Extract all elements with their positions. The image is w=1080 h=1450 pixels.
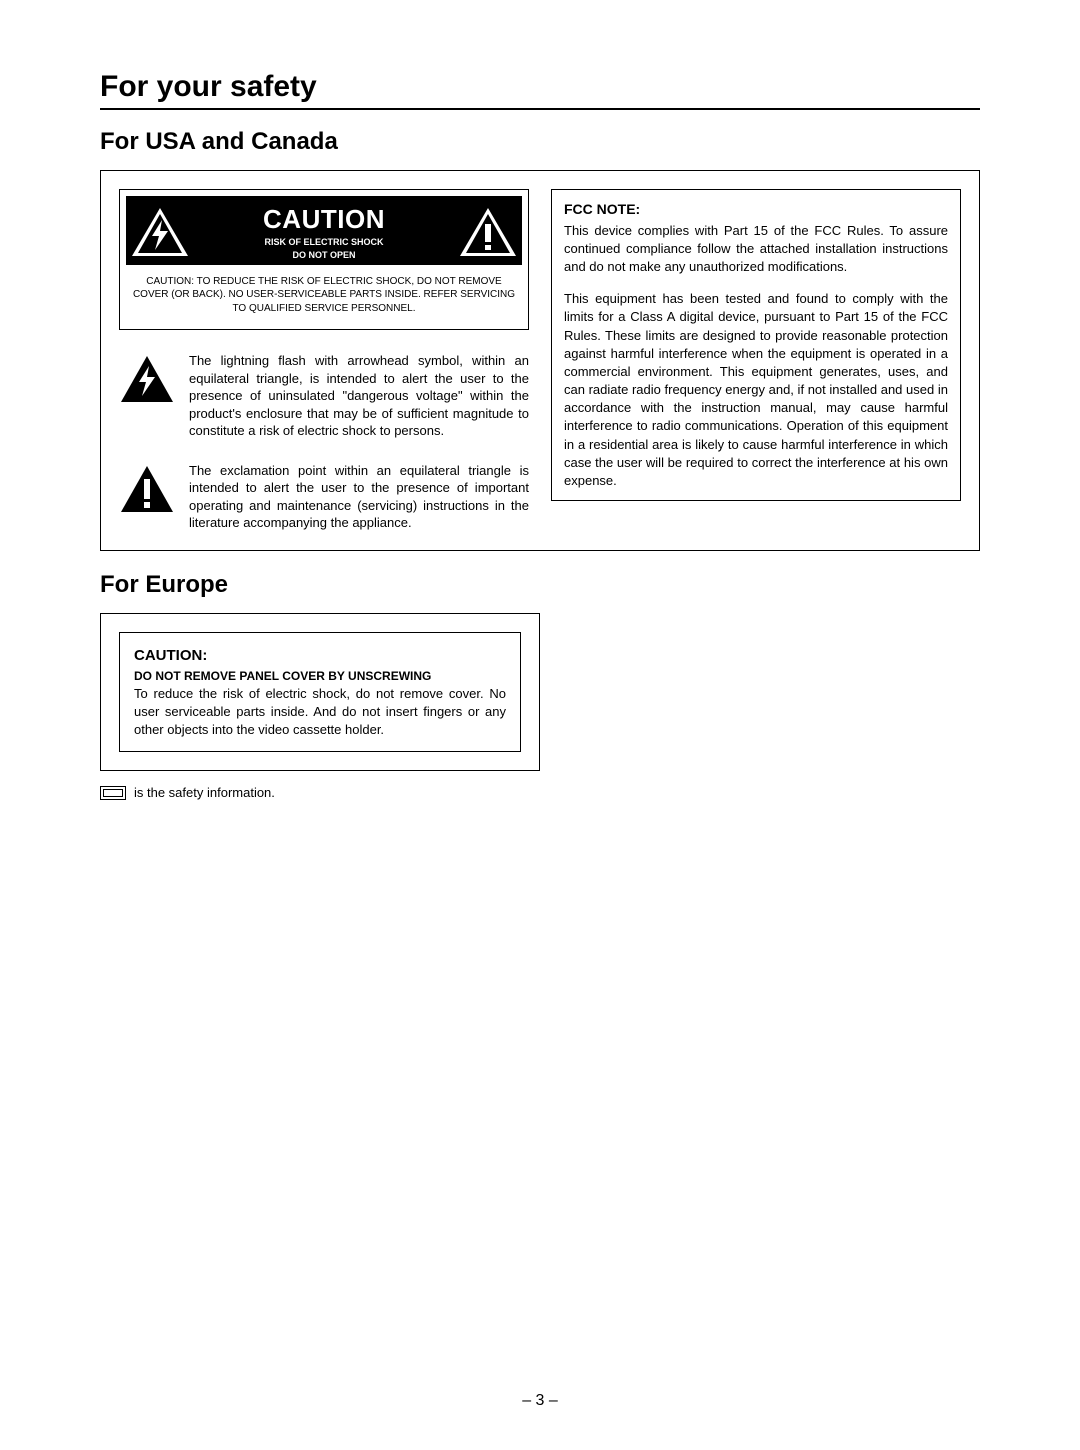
fcc-paragraph-2: This equipment has been tested and found… — [564, 290, 948, 490]
fcc-paragraph-1: This device complies with Part 15 of the… — [564, 222, 948, 277]
caution-sub1: RISK OF ELECTRIC SHOCK — [190, 237, 458, 248]
page-title: For your safety — [100, 70, 980, 110]
europe-section: CAUTION: DO NOT REMOVE PANEL COVER BY UN… — [100, 613, 540, 771]
exclamation-triangle-icon — [458, 206, 518, 258]
subtitle-usa: For USA and Canada — [100, 128, 980, 156]
legend: is the safety information. — [100, 785, 540, 800]
europe-caution-title: CAUTION: — [134, 645, 506, 666]
legend-text: is the safety information. — [134, 785, 275, 800]
usa-right-col: FCC NOTE: This device complies with Part… — [551, 189, 961, 532]
page-number: – 3 – — [0, 1392, 1080, 1410]
caution-label-box: CAUTION RISK OF ELECTRIC SHOCK DO NOT OP… — [119, 189, 529, 330]
exclamation-icon — [119, 462, 175, 519]
caution-word: CAUTION — [190, 204, 458, 235]
bolt-explanation: The lightning flash with arrowhead symbo… — [119, 352, 529, 440]
caution-under-text: CAUTION: TO REDUCE THE RISK OF ELECTRIC … — [126, 265, 522, 324]
europe-bold-line: DO NOT REMOVE PANEL COVER BY UNSCREWING — [134, 668, 506, 685]
europe-body: To reduce the risk of electric shock, do… — [134, 685, 506, 740]
usa-left-col: CAUTION RISK OF ELECTRIC SHOCK DO NOT OP… — [119, 189, 529, 532]
legend-box-icon — [100, 786, 126, 800]
bolt-triangle-icon — [130, 206, 190, 258]
caution-sub2: DO NOT OPEN — [190, 250, 458, 261]
fcc-note-box: FCC NOTE: This device complies with Part… — [551, 189, 961, 501]
subtitle-europe: For Europe — [100, 571, 980, 599]
bolt-text: The lightning flash with arrowhead symbo… — [189, 352, 529, 440]
exclamation-explanation: The exclamation point within an equilate… — [119, 462, 529, 532]
exclamation-text: The exclamation point within an equilate… — [189, 462, 529, 532]
usa-section: CAUTION RISK OF ELECTRIC SHOCK DO NOT OP… — [100, 170, 980, 551]
bolt-icon — [119, 352, 175, 409]
europe-caution-box: CAUTION: DO NOT REMOVE PANEL COVER BY UN… — [119, 632, 521, 752]
fcc-title: FCC NOTE: — [564, 200, 948, 220]
